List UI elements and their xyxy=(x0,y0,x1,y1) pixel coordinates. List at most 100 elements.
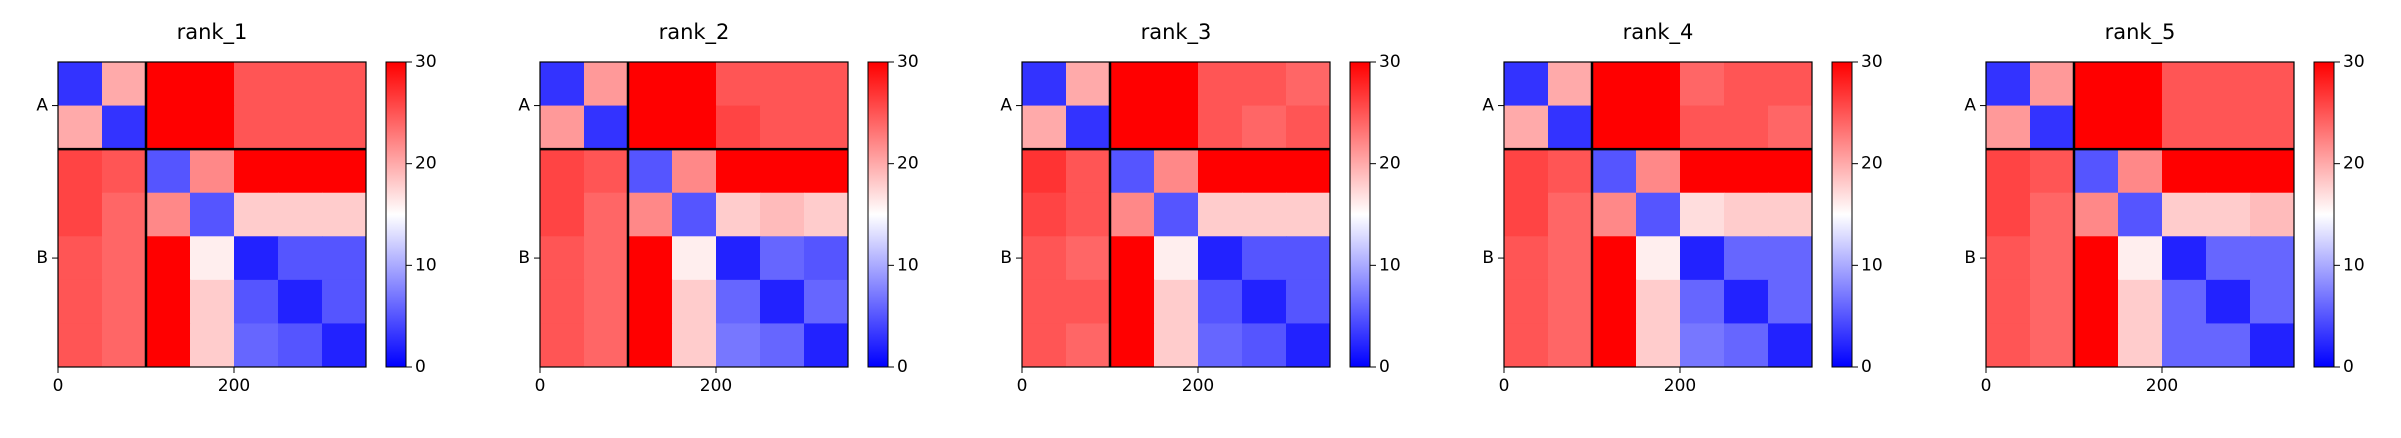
heatmap-cell xyxy=(2030,236,2075,281)
heatmap-cell xyxy=(584,192,629,237)
heatmap-cell xyxy=(1066,279,1111,324)
heatmap-cell xyxy=(540,62,585,107)
colorbar-tick-label: 30 xyxy=(897,52,919,72)
heatmap-cell xyxy=(2250,236,2295,281)
heatmap-cell xyxy=(1724,192,1769,237)
heatmap-cell xyxy=(716,192,761,237)
heatmap-cell xyxy=(628,323,673,368)
heatmap-cell xyxy=(2162,149,2207,194)
heatmap-cell xyxy=(1286,279,1331,324)
heatmap-cell xyxy=(540,192,585,237)
heatmap-cell xyxy=(1110,323,1155,368)
heatmap-cell xyxy=(58,323,103,368)
colorbar-tick-label: 10 xyxy=(1861,255,1883,275)
heatmap-cell xyxy=(234,323,279,368)
heatmap-cell xyxy=(58,236,103,281)
panel-title: rank_2 xyxy=(659,20,730,45)
colorbar-tick-label: 20 xyxy=(2343,154,2365,174)
colorbar xyxy=(1349,61,1371,368)
heatmap-cell xyxy=(804,323,849,368)
heatmap-cell xyxy=(584,149,629,194)
heatmap-cell xyxy=(1286,62,1331,107)
heatmap-cell xyxy=(1724,62,1769,107)
heatmap-cell xyxy=(1242,323,1287,368)
colorbar-tick-label: 0 xyxy=(1379,357,1390,377)
colorbar xyxy=(867,61,889,368)
heatmap-cell xyxy=(2162,62,2207,107)
heatmap-cell xyxy=(1198,323,1243,368)
heatmap-cell xyxy=(1022,236,1067,281)
heatmap-cell xyxy=(146,279,191,324)
x-tick-label: 200 xyxy=(1664,376,1696,396)
heatmap-cell xyxy=(1198,192,1243,237)
heatmap-cell xyxy=(102,105,147,150)
heatmap-cell xyxy=(2074,62,2119,107)
heatmap-cell xyxy=(322,236,367,281)
heatmap-cell xyxy=(1636,62,1681,107)
heatmap-cell xyxy=(2250,105,2295,150)
heatmap-cell xyxy=(1592,62,1637,107)
colorbar xyxy=(1831,61,1853,368)
y-tick-label: A xyxy=(1964,96,1976,116)
heatmap-cell xyxy=(1768,62,1813,107)
heatmap-cell xyxy=(1110,192,1155,237)
heatmap-cell xyxy=(1286,192,1331,237)
heatmap-cell xyxy=(1680,149,1725,194)
heatmap-cell xyxy=(190,236,235,281)
heatmap-cell xyxy=(2118,149,2163,194)
heatmap-cell xyxy=(1066,62,1111,107)
heatmap-cell xyxy=(2162,236,2207,281)
heatmap-cell xyxy=(2162,323,2207,368)
heatmap-cell xyxy=(278,323,323,368)
heatmap-cell xyxy=(584,236,629,281)
colorbar-tick-label: 30 xyxy=(415,52,437,72)
axes-frame xyxy=(1985,61,2295,368)
heatmap-cell xyxy=(804,105,849,150)
x-tick-label: 200 xyxy=(700,376,732,396)
heatmap-cell xyxy=(1504,279,1549,324)
heatmap-cell xyxy=(1592,105,1637,150)
heatmap-cell xyxy=(190,192,235,237)
heatmap-cell xyxy=(1548,192,1593,237)
heatmap-cell xyxy=(628,149,673,194)
panel-title: rank_4 xyxy=(1623,20,1694,45)
heatmap-cell xyxy=(190,62,235,107)
heatmap-cell xyxy=(2162,279,2207,324)
heatmap-cell xyxy=(1680,105,1725,150)
panel-title: rank_1 xyxy=(177,20,248,45)
heatmap-cell xyxy=(672,149,717,194)
heatmap-cell xyxy=(1680,192,1725,237)
heatmap-cell xyxy=(1636,149,1681,194)
heatmap-cell xyxy=(1636,105,1681,150)
colorbar-tick-label: 20 xyxy=(897,154,919,174)
heatmap-cell xyxy=(322,323,367,368)
heatmap-cell xyxy=(1022,105,1067,150)
heatmap-cell xyxy=(1022,192,1067,237)
colorbar-tick-label: 0 xyxy=(2343,357,2354,377)
heatmap-cell xyxy=(278,62,323,107)
heatmap-cell xyxy=(760,149,805,194)
heatmap-cell xyxy=(2118,105,2163,150)
heatmap-cell xyxy=(628,192,673,237)
heatmap-cell xyxy=(1504,236,1549,281)
colorbar-tick-label: 0 xyxy=(897,357,908,377)
heatmap-cell xyxy=(2206,192,2251,237)
heatmap-cell xyxy=(1680,279,1725,324)
heatmap-cell xyxy=(1636,279,1681,324)
heatmap-cell xyxy=(190,279,235,324)
colorbar-tick-label: 20 xyxy=(415,154,437,174)
heatmap-cell xyxy=(1286,323,1331,368)
colorbar-tick-label: 10 xyxy=(415,255,437,275)
heatmap-cell xyxy=(804,192,849,237)
heatmap-cell xyxy=(2074,105,2119,150)
heatmap-cell xyxy=(1242,149,1287,194)
heatmap-cell xyxy=(716,62,761,107)
heatmap-cell xyxy=(2250,323,2295,368)
heatmap-cell xyxy=(190,149,235,194)
heatmap-cell xyxy=(672,236,717,281)
heatmap-cell xyxy=(190,323,235,368)
heatmap-cell xyxy=(1242,236,1287,281)
heatmap-cell xyxy=(1242,105,1287,150)
heatmap-cell xyxy=(628,62,673,107)
